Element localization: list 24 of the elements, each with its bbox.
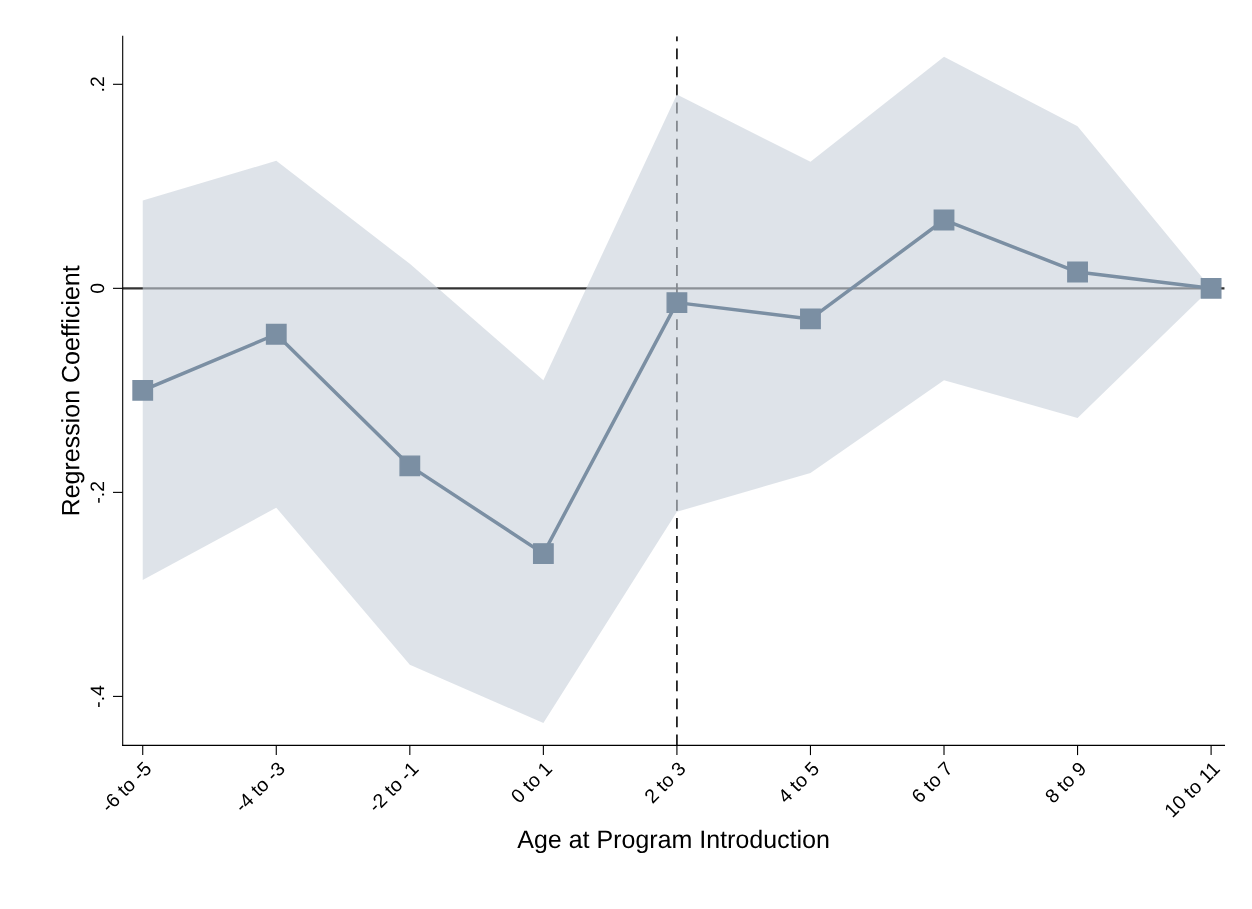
x-tick-label: 4 to 5 [776, 761, 820, 805]
point [1067, 261, 1088, 283]
point [399, 455, 421, 477]
point [532, 543, 554, 565]
point [933, 209, 955, 231]
x-axis-title: Age at Program Introduction [517, 829, 829, 854]
x-tick-label: -4 to -3 [233, 760, 286, 814]
point [1200, 277, 1222, 299]
point [666, 292, 688, 314]
x-tick-label: 6 to 7 [910, 761, 954, 804]
y-axis-title: Regression Coefficient [61, 265, 85, 515]
point [800, 308, 821, 330]
point [132, 379, 154, 401]
point [265, 323, 287, 345]
x-tick-label: -2 to -1 [367, 760, 420, 814]
x-tick-label: 8 to 9 [1044, 760, 1088, 804]
y-tick-label: .2 [90, 77, 105, 91]
y-tick-label: -.4 [90, 685, 105, 707]
x-tick-label: 10 to 11 [1163, 760, 1221, 818]
x-tick-label: -6 to -5 [100, 760, 153, 814]
x-tick-label: 2 to 3 [643, 760, 687, 804]
x-tick-label: 0 to 1 [509, 760, 553, 804]
y-tick-label: 0 [90, 283, 105, 293]
y-tick-label: -.2 [90, 482, 105, 503]
